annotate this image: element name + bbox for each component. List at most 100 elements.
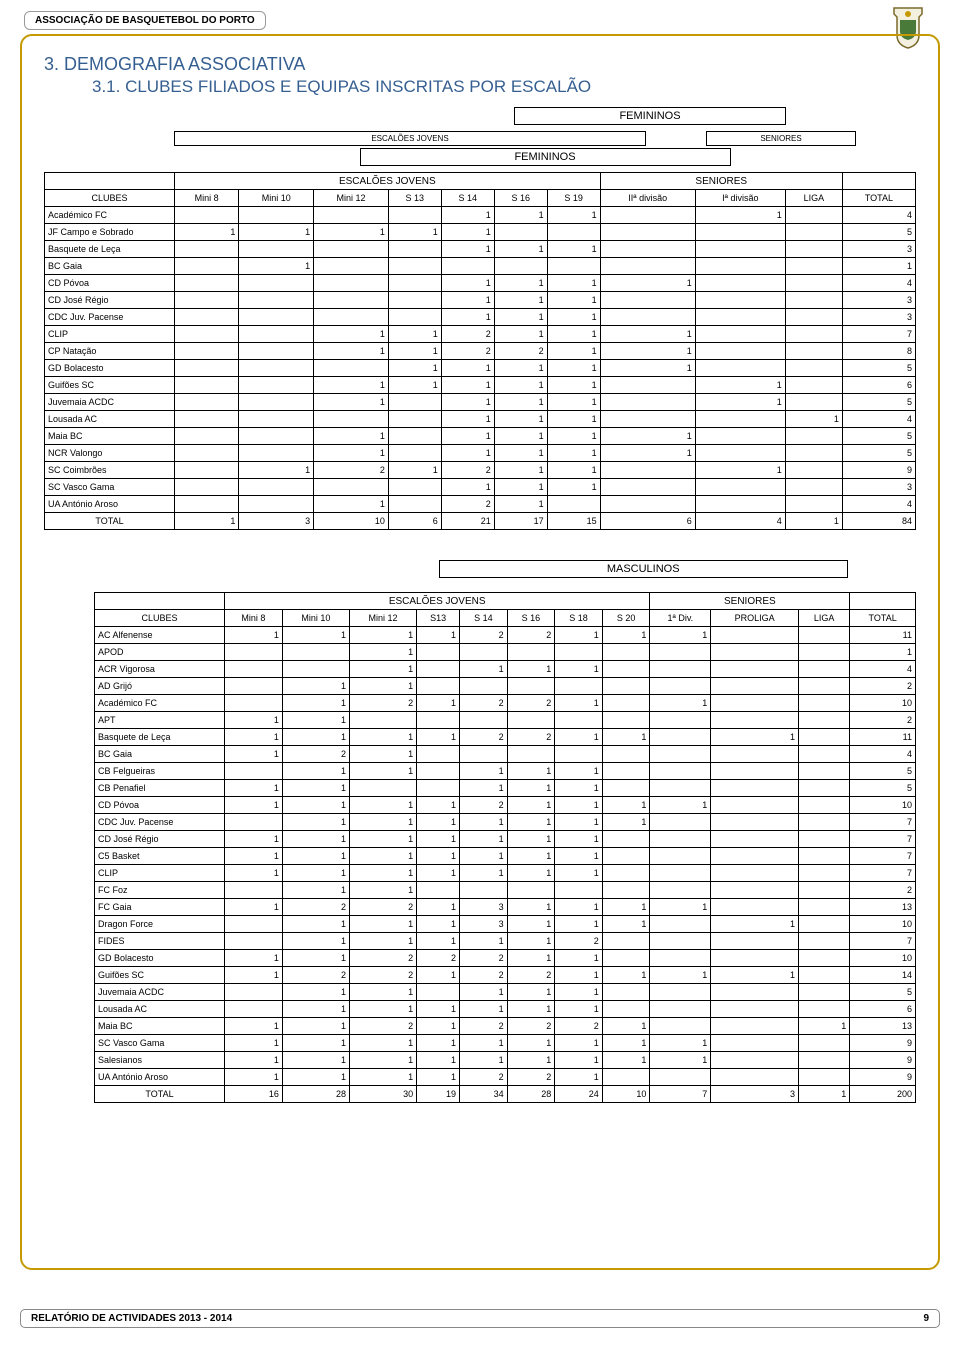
fem-group-seniores: SENIORES	[600, 173, 842, 190]
value-cell: 1	[555, 984, 603, 1001]
club-cell: FC Gaia	[95, 899, 225, 916]
col-header: Mini 12	[349, 610, 416, 627]
value-cell: 1	[602, 1035, 650, 1052]
value-cell	[785, 462, 842, 479]
value-cell: 1	[441, 309, 494, 326]
value-cell: 2	[460, 797, 508, 814]
value-cell	[460, 644, 508, 661]
value-cell: 1	[282, 933, 349, 950]
value-cell	[239, 377, 314, 394]
value-cell: 2	[460, 950, 508, 967]
value-cell: 1	[650, 695, 711, 712]
value-cell: 1	[507, 933, 555, 950]
value-cell	[798, 933, 849, 950]
table-row: APOD11	[95, 644, 916, 661]
value-cell: 1	[600, 428, 695, 445]
value-cell: 1	[507, 814, 555, 831]
value-cell: 1	[349, 933, 416, 950]
table-row: FIDES1111127	[95, 933, 916, 950]
value-cell: 1	[494, 377, 547, 394]
value-cell: 2	[282, 899, 349, 916]
value-cell: 1	[507, 831, 555, 848]
value-cell	[711, 678, 799, 695]
association-header: ASSOCIAÇÃO DE BASQUETEBOL DO PORTO	[24, 11, 266, 30]
value-cell: 2	[555, 933, 603, 950]
value-cell: 11	[850, 729, 916, 746]
value-cell: 1	[282, 1035, 349, 1052]
value-cell	[460, 712, 508, 729]
value-cell: 2	[507, 729, 555, 746]
value-cell: 1	[349, 831, 416, 848]
value-cell: 1	[555, 1052, 603, 1069]
value-cell	[785, 258, 842, 275]
value-cell	[798, 695, 849, 712]
value-cell	[650, 865, 711, 882]
value-cell	[225, 916, 283, 933]
value-cell: 1	[441, 394, 494, 411]
table-row: Guifões SC122122111114	[95, 967, 916, 984]
value-cell: 6	[842, 377, 915, 394]
value-cell: 1	[417, 1001, 460, 1018]
value-cell: 5	[850, 780, 916, 797]
table-row: JF Campo e Sobrado111115	[45, 224, 916, 241]
value-cell: 2	[850, 882, 916, 899]
club-cell: CLIP	[95, 865, 225, 882]
club-cell: Maia BC	[95, 1018, 225, 1035]
value-cell: 5	[842, 224, 915, 241]
value-cell: 1	[555, 899, 603, 916]
value-cell: 1	[547, 292, 600, 309]
value-cell	[175, 292, 239, 309]
total-cell: 6	[388, 513, 441, 530]
value-cell: 1	[388, 462, 441, 479]
value-cell: 1	[494, 445, 547, 462]
value-cell: 1	[349, 916, 416, 933]
value-cell: 1	[417, 1052, 460, 1069]
value-cell	[239, 428, 314, 445]
total-cell: 10	[314, 513, 389, 530]
value-cell	[785, 377, 842, 394]
value-cell: 9	[850, 1052, 916, 1069]
value-cell	[602, 644, 650, 661]
value-cell	[239, 479, 314, 496]
total-cell: 1	[175, 513, 239, 530]
value-cell	[417, 661, 460, 678]
table-row: ACR Vigorosa11114	[95, 661, 916, 678]
value-cell: 1	[555, 967, 603, 984]
value-cell	[798, 780, 849, 797]
value-cell: 5	[842, 360, 915, 377]
value-cell: 2	[460, 729, 508, 746]
value-cell	[225, 933, 283, 950]
value-cell: 1	[695, 394, 785, 411]
value-cell: 1	[282, 882, 349, 899]
club-cell: CDC Juv. Pacense	[95, 814, 225, 831]
section-title-1: 3. DEMOGRAFIA ASSOCIATIVA	[44, 54, 916, 75]
value-cell	[695, 224, 785, 241]
value-cell	[695, 479, 785, 496]
value-cell: 4	[850, 746, 916, 763]
value-cell	[388, 275, 441, 292]
value-cell	[388, 292, 441, 309]
value-cell: 1	[507, 763, 555, 780]
value-cell: 1	[600, 445, 695, 462]
value-cell	[600, 258, 695, 275]
value-cell: 1	[602, 797, 650, 814]
value-cell: 1	[225, 950, 283, 967]
value-cell: 1	[417, 933, 460, 950]
value-cell: 1	[460, 848, 508, 865]
value-cell	[602, 865, 650, 882]
value-cell: 1	[388, 377, 441, 394]
value-cell: 1	[349, 763, 416, 780]
value-cell: 1	[547, 309, 600, 326]
total-row: TOTAL1310621171564184	[45, 513, 916, 530]
value-cell	[239, 326, 314, 343]
value-cell	[175, 394, 239, 411]
total-cell: 1	[785, 513, 842, 530]
club-cell: CD José Régio	[45, 292, 175, 309]
value-cell	[175, 241, 239, 258]
value-cell: 1	[441, 224, 494, 241]
value-cell	[555, 882, 603, 899]
value-cell: 4	[850, 661, 916, 678]
value-cell	[711, 797, 799, 814]
club-cell: Académico FC	[45, 207, 175, 224]
footer-text: RELATÓRIO DE ACTIVIDADES 2013 - 2014	[31, 1313, 232, 1324]
